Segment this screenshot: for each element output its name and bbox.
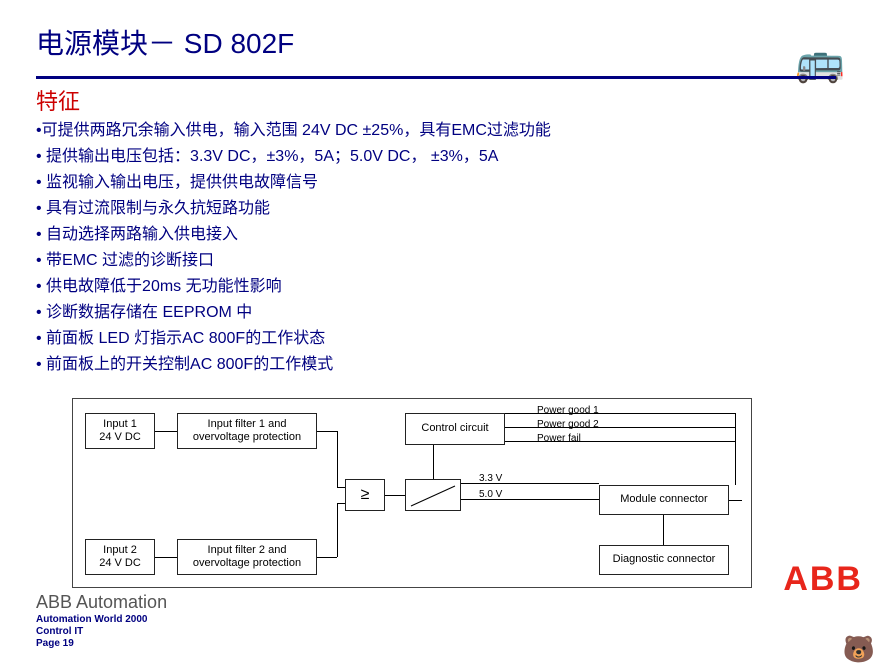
box-input1-l1: Input 1 <box>103 418 137 431</box>
conn-line <box>735 413 736 485</box>
conn-line <box>385 495 405 496</box>
conn-line <box>317 557 337 558</box>
bullet-item: • 诊断数据存储在 EEPROM 中 <box>36 300 756 325</box>
conn-line <box>155 431 177 432</box>
bear-icon: 🐻 <box>843 634 875 665</box>
box-or: ≥ <box>345 479 385 511</box>
box-filter2: Input filter 2 and overvoltage protectio… <box>177 539 317 575</box>
label-pg1: Power good 1 <box>537 405 599 416</box>
box-control-label: Control circuit <box>421 422 488 435</box>
footer-line3: Page 19 <box>36 638 74 650</box>
bullet-item: • 前面板 LED 灯指示AC 800F的工作状态 <box>36 326 756 351</box>
page-title: 电源模块－ SD 802F <box>36 22 294 62</box>
bullet-item: • 具有过流限制与永久抗短路功能 <box>36 196 756 221</box>
box-input1: Input 1 24 V DC <box>85 413 155 449</box>
box-input2: Input 2 24 V DC <box>85 539 155 575</box>
box-control: Control circuit <box>405 413 505 445</box>
bullet-item: • 监视输入输出电压，提供供电故障信号 <box>36 170 756 195</box>
box-input1-l2: 24 V DC <box>99 431 141 444</box>
box-input2-l2: 24 V DC <box>99 557 141 570</box>
conn-line <box>461 483 599 484</box>
bullet-item: • 带EMC 过滤的诊断接口 <box>36 248 756 273</box>
box-converter <box>405 479 461 511</box>
abb-logo: ABB <box>783 560 863 599</box>
conn-line <box>505 441 735 442</box>
conn-line <box>505 413 735 414</box>
bullet-item: • 前面板上的开关控制AC 800F的工作模式 <box>36 352 756 377</box>
bullet-list: •可提供两路冗余输入供电，输入范围 24V DC ±25%，具有EMC过滤功能 … <box>36 118 756 378</box>
box-filter2-l2: overvoltage protection <box>193 557 301 570</box>
conn-line <box>337 431 338 487</box>
box-filter1-l1: Input filter 1 and <box>208 418 287 431</box>
conn-line <box>505 427 735 428</box>
conn-line <box>433 445 434 479</box>
box-diag-label: Diagnostic connector <box>613 553 716 566</box>
converter-icon <box>407 482 459 508</box>
box-or-label: ≥ <box>361 485 370 504</box>
title-divider <box>36 76 836 79</box>
conn-line <box>663 515 664 545</box>
box-input2-l1: Input 2 <box>103 544 137 557</box>
bullet-item: •可提供两路冗余输入供电，输入范围 24V DC ±25%，具有EMC过滤功能 <box>36 118 756 143</box>
subtitle: 特征 <box>36 84 80 116</box>
label-pf: Power fail <box>537 433 581 444</box>
conn-line <box>155 557 177 558</box>
block-diagram: Input 1 24 V DC Input filter 1 and overv… <box>72 398 752 588</box>
box-filter1: Input filter 1 and overvoltage protectio… <box>177 413 317 449</box>
bullet-item: • 自动选择两路输入供电接入 <box>36 222 756 247</box>
conn-line <box>317 431 337 432</box>
footer-line2: Control IT <box>36 626 83 638</box>
footer-line1: Automation World 2000 <box>36 614 148 626</box>
conn-line <box>337 487 345 488</box>
conn-line <box>337 503 345 504</box>
conn-line <box>729 500 742 501</box>
footer-org: ABB Automation <box>36 592 167 613</box>
conn-line <box>337 503 338 557</box>
box-module-label: Module connector <box>620 493 707 506</box>
box-filter2-l1: Input filter 2 and <box>208 544 287 557</box>
box-diag: Diagnostic connector <box>599 545 729 575</box>
box-module: Module connector <box>599 485 729 515</box>
bullet-item: • 供电故障低于20ms 无功能性影响 <box>36 274 756 299</box>
box-filter1-l2: overvoltage protection <box>193 431 301 444</box>
conn-line <box>461 499 599 500</box>
bullet-item: • 提供输出电压包括：3.3V DC，±3%，5A；5.0V DC， ±3%，5… <box>36 144 756 169</box>
label-pg2: Power good 2 <box>537 419 599 430</box>
